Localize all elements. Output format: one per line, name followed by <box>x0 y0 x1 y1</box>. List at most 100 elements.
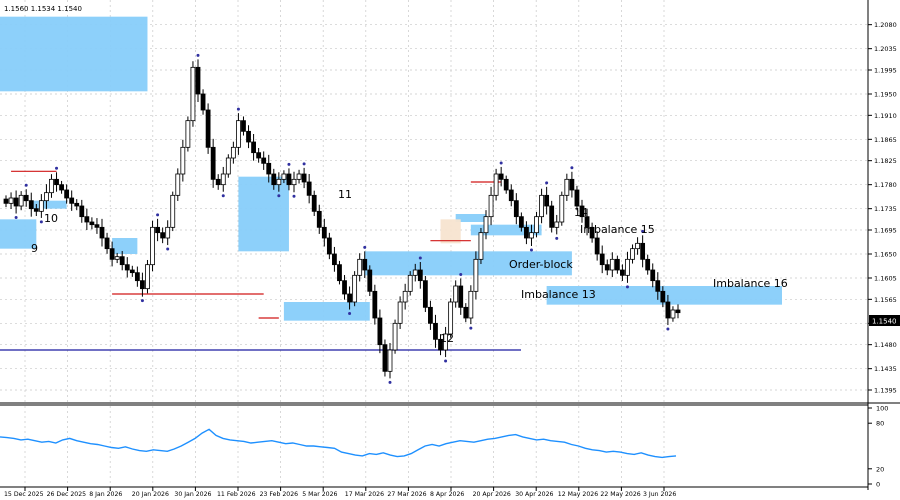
bear-candle <box>129 269 135 274</box>
candles-layer <box>3 59 681 379</box>
bull-candle <box>175 173 181 196</box>
price-tick-label: 1.1735 <box>874 205 897 213</box>
bear-candle <box>655 280 661 292</box>
fractal-down-marker <box>14 216 18 220</box>
price-tick-label: 1.1910 <box>874 112 897 120</box>
bear-candle <box>301 173 307 183</box>
bull-candle <box>539 194 544 218</box>
price-tick-label: 1.1695 <box>874 227 897 235</box>
bear-candle <box>498 173 504 180</box>
indicator-tick-label: 20 <box>876 465 884 473</box>
time-tick-label: 3 Jun 2026 <box>643 491 676 498</box>
time-tick-label: 27 Mar 2026 <box>387 491 426 498</box>
bull-candle <box>468 290 474 319</box>
bull-candle <box>483 216 489 234</box>
bear-candle <box>660 290 666 303</box>
bear-candle <box>33 208 39 212</box>
time-tick-label: 8 Apr 2026 <box>430 491 464 498</box>
bear-candle <box>311 194 317 212</box>
bull-candle <box>291 178 297 186</box>
bear-candle <box>347 293 352 303</box>
bear-candle <box>200 93 206 111</box>
bear-candle <box>23 194 29 202</box>
bull-candle <box>18 194 24 207</box>
price-tick-label: 1.1435 <box>874 365 897 373</box>
bear-candle <box>140 280 145 290</box>
bull-candle <box>296 173 302 180</box>
bull-candle <box>276 178 282 186</box>
bear-candle <box>569 178 575 191</box>
bull-candle <box>443 333 448 351</box>
time-tick-label: 5 Mar 2026 <box>302 491 337 498</box>
bull-candle <box>670 309 676 319</box>
bear-candle <box>428 306 433 324</box>
bear-candle <box>513 200 519 218</box>
time-tick-label: 15 Dec 2025 <box>4 491 44 498</box>
bull-candle <box>352 274 358 303</box>
bear-candle <box>584 216 590 228</box>
bull-candle <box>150 226 155 266</box>
bear-candle <box>215 178 221 186</box>
zone-14 <box>455 214 486 222</box>
time-tick-label: 11 Feb 2026 <box>217 491 256 498</box>
bear-candle <box>124 264 130 271</box>
price-axis: 1.2080 1.2035 1.1995 1.1950 1.1910 1.1865 1.18… <box>868 21 897 395</box>
bear-candle <box>306 181 312 196</box>
bull-candle <box>230 146 236 159</box>
zone-10 <box>31 200 67 209</box>
bull-candle <box>529 232 534 239</box>
bear-candle <box>246 130 251 143</box>
imbalance-13-label: Imbalance 13 <box>521 288 596 301</box>
zone-unlabeled-4 <box>112 238 138 254</box>
bear-candle <box>574 189 580 207</box>
bull-candle <box>453 285 459 303</box>
bull-candle <box>478 232 484 260</box>
bull-candle <box>236 120 241 148</box>
bear-candle <box>54 178 59 186</box>
fractal-up-marker <box>156 213 160 217</box>
price-tick-label: 1.1605 <box>874 275 897 283</box>
fractal-down-marker <box>39 220 43 224</box>
fractal-up-marker <box>287 162 291 166</box>
imbalance-15-label: Imbalance 15 <box>580 223 655 236</box>
fractal-up-marker <box>641 229 645 233</box>
fractal-down-marker <box>221 194 225 198</box>
bear-candle <box>28 200 34 210</box>
zone-imbalance-15 <box>470 224 542 236</box>
bear-candle <box>620 269 625 276</box>
bull-candle <box>402 290 408 303</box>
bear-candle <box>362 258 368 271</box>
bear-candle <box>614 258 620 271</box>
bear-candle <box>417 269 423 282</box>
time-tick-label: 26 Dec 2025 <box>47 491 87 498</box>
bear-candle <box>109 248 115 260</box>
bull-candle <box>165 226 171 239</box>
fractal-down-marker <box>469 326 473 330</box>
time-tick-label: 12 May 2026 <box>558 491 598 498</box>
price-tick-label: 1.1995 <box>874 67 897 75</box>
current-price-label: 1.1540 <box>872 318 897 326</box>
bull-candle <box>564 178 570 196</box>
bear-candle <box>665 301 671 319</box>
bull-candle <box>448 301 454 335</box>
bull-candle <box>609 258 615 271</box>
ohlc-header: 1.1560 1.1534 1.1540 <box>4 5 82 13</box>
price-tick-label: 1.1565 <box>874 296 897 304</box>
bear-candle <box>210 146 216 180</box>
zone-imbalance-13 <box>364 251 572 276</box>
bear-candle <box>549 205 555 228</box>
price-tick-label: 1.1480 <box>874 341 897 349</box>
bull-candle <box>559 194 565 223</box>
bear-candle <box>104 237 110 250</box>
bear-candle <box>59 184 64 191</box>
bull-candle <box>407 274 413 292</box>
imbalance-16-label: Imbalance 16 <box>713 277 788 290</box>
fractal-up-marker <box>545 181 549 185</box>
fractal-up-marker <box>302 162 306 166</box>
levels-layer <box>0 170 521 351</box>
bear-candle <box>119 256 125 266</box>
price-tick-label: 1.1780 <box>874 181 897 189</box>
bear-candle <box>134 272 140 282</box>
fractal-up-marker <box>499 161 503 165</box>
